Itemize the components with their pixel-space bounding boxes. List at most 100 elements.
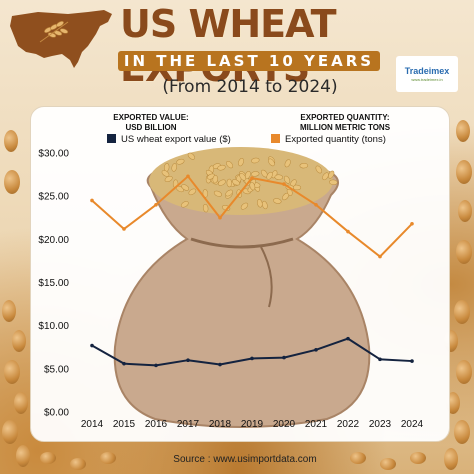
right-axis-title: MILLION METRIC TONS — [300, 123, 391, 132]
data-point — [282, 355, 286, 360]
subtitle-text: IN THE LAST 10 YEARS — [123, 52, 375, 70]
data-point — [186, 174, 190, 179]
wheat-grain-decoration — [14, 392, 28, 414]
wheat-grain-decoration — [16, 445, 30, 467]
legend-swatch — [107, 134, 116, 143]
data-point — [346, 229, 350, 234]
x-tick-label: 2023 — [369, 419, 392, 430]
sack-grain — [274, 174, 284, 180]
data-point — [122, 227, 126, 231]
source-note: Source : www.usimportdata.com — [173, 454, 317, 465]
sack-grain — [322, 172, 329, 181]
sack-grain — [180, 201, 189, 208]
data-point — [250, 356, 254, 361]
sack-grain — [176, 158, 185, 165]
tradeimex-logo: Tradeimex www.tradeimex.in — [396, 56, 458, 92]
x-tick-label: 2015 — [113, 419, 136, 430]
sack-grain — [315, 165, 322, 174]
data-point — [154, 363, 158, 368]
data-point — [186, 358, 190, 362]
line-chart: EXPORTED VALUE:USD BILLION EXPORTED QUANT… — [38, 113, 424, 430]
sack-grain — [283, 175, 291, 184]
logo-tagline: www.tradeimex.in — [411, 77, 443, 82]
date-range: (From 2014 to 2024) — [162, 77, 338, 97]
wheat-grain-decoration — [2, 420, 18, 444]
legend-label: Exported quantity (tons) — [285, 134, 386, 145]
sack-grain — [238, 157, 244, 167]
left-axis-title: USD BILLION — [125, 123, 176, 132]
logo-text: Tradeimex — [404, 66, 450, 76]
wheat-grain-decoration — [380, 458, 396, 470]
sack-grain — [240, 202, 249, 210]
sack-grain — [171, 163, 177, 172]
sack-grain — [226, 178, 232, 188]
data-point — [154, 203, 158, 207]
sack-grain — [217, 164, 226, 171]
right-axis-title: EXPORTED QUANTITY: — [300, 113, 389, 122]
y-tick-label: $10.00 — [38, 321, 69, 332]
wheat-sack-illustration — [113, 147, 371, 428]
y-tick-label: $30.00 — [38, 149, 69, 160]
sack-grain — [188, 188, 197, 196]
y-tick-label: $5.00 — [44, 364, 69, 375]
x-tick-label: 2022 — [337, 419, 360, 430]
data-point — [218, 215, 222, 220]
subtitle-band: IN THE LAST 10 YEARS — [118, 51, 380, 71]
wheat-grain-decoration — [444, 448, 458, 470]
wheat-grain-decoration — [4, 170, 20, 194]
data-point — [122, 361, 126, 366]
data-point — [282, 182, 286, 186]
sack-grain — [251, 157, 260, 164]
data-point — [346, 336, 350, 341]
sack-grain — [257, 199, 263, 208]
wheat-grain-decoration — [456, 120, 470, 142]
sack-grain — [239, 173, 247, 181]
wheat-grain-decoration — [454, 300, 470, 324]
sack-grain — [161, 170, 170, 177]
sack-rope — [190, 237, 294, 249]
data-point — [90, 198, 94, 203]
sack-grain — [213, 190, 222, 197]
wheat-grain-decoration — [4, 130, 18, 152]
wheat-grain-decoration — [4, 360, 20, 384]
chart-card: EXPORTED VALUE: USD BILLION EXPORTED QUANT… — [30, 106, 450, 442]
sack-grain — [261, 200, 268, 210]
legend-swatch — [271, 134, 280, 143]
wheat-grain-decoration — [70, 458, 86, 470]
wheat-grain-decoration — [100, 452, 116, 464]
sack-grain — [249, 182, 256, 191]
x-tick-label: 2024 — [401, 419, 424, 430]
sack-grain — [181, 184, 190, 191]
data-point — [250, 176, 254, 180]
usa-map-icon — [10, 10, 112, 68]
wheat-grain-decoration — [40, 452, 56, 464]
sack-grain — [225, 189, 233, 197]
wheat-grain-decoration — [410, 452, 426, 464]
sack-rope-end — [260, 246, 273, 308]
x-tick-label: 2016 — [145, 419, 168, 430]
data-point — [218, 362, 222, 367]
data-point — [90, 343, 94, 348]
y-tick-label: $20.00 — [38, 235, 69, 246]
sack-grain — [231, 179, 240, 186]
wheat-grain-decoration — [350, 452, 366, 464]
sack-grain — [187, 152, 195, 160]
sack-grain — [329, 179, 338, 185]
wheat-grain-decoration — [456, 240, 472, 264]
y-tick-label: $0.00 — [44, 408, 69, 419]
wheat-grain-decoration — [454, 420, 470, 444]
sack-grain — [299, 163, 309, 169]
sack-grain — [268, 158, 275, 167]
y-tick-label: $25.00 — [38, 192, 69, 203]
data-point — [314, 203, 318, 207]
left-axis-title: EXPORTED VALUE: — [113, 113, 188, 122]
x-tick-label: 2021 — [305, 419, 328, 430]
sack-grain — [164, 175, 173, 183]
sack-grain — [244, 171, 251, 180]
sack-grain — [226, 160, 234, 169]
data-point — [410, 221, 414, 226]
x-tick-label: 2019 — [241, 419, 264, 430]
legend-label: US wheat export value ($) — [121, 134, 231, 145]
wheat-grain-decoration — [12, 330, 26, 352]
wheat-grain-decoration — [2, 300, 16, 322]
